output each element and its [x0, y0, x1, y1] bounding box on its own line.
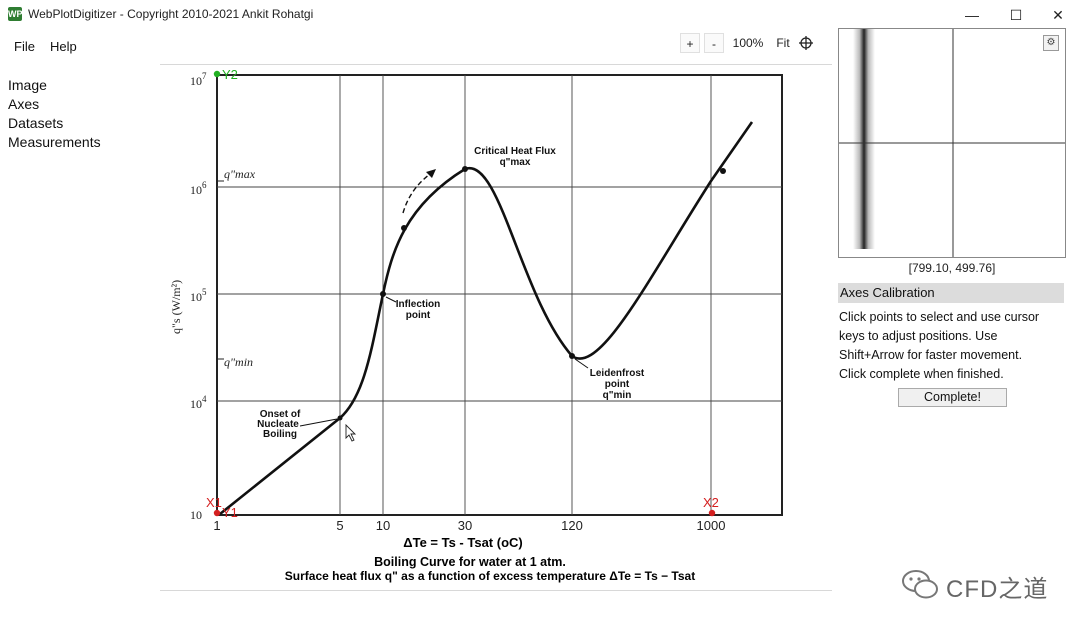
annotation-inflection: Inflection: [396, 299, 440, 310]
y-tick-1e3: 10: [190, 508, 202, 522]
crosshair-button[interactable]: [796, 33, 816, 53]
onset-leader-line: [299, 418, 338, 427]
watermark-text: CFD之道: [946, 576, 1049, 603]
title-bar: WP WebPlotDigitizer - Copyright 2010-202…: [0, 0, 1080, 30]
sidebar-item-axes[interactable]: Axes: [8, 96, 40, 112]
close-button[interactable]: ✕: [1052, 7, 1064, 23]
zoom-in-button[interactable]: +: [680, 33, 700, 53]
menu-help[interactable]: Help: [50, 39, 77, 54]
zoom-level: 100%: [732, 36, 764, 50]
y2-marker[interactable]: [213, 70, 221, 78]
annotation-leidenfrost-qmin: q"min: [603, 390, 632, 401]
toolbar-divider: [160, 64, 832, 65]
fit-button[interactable]: Fit: [776, 36, 790, 50]
annotation-onset-nucleate: Nucleate: [257, 419, 299, 430]
y-tick-1e4: 104: [190, 394, 207, 411]
y-tick-1e5: 105: [190, 287, 207, 304]
complete-button[interactable]: Complete!: [898, 388, 1007, 407]
y2-label: Y2: [222, 67, 238, 82]
x-axis-label: ΔTe = Ts - Tsat (oC): [403, 535, 523, 550]
x-tick-1: 1: [213, 518, 220, 533]
x1-label: X1: [206, 495, 222, 510]
gear-icon: ⚙: [1046, 37, 1056, 48]
x2-label: X2: [703, 495, 719, 510]
zoom-settings-button[interactable]: ⚙: [1043, 35, 1059, 51]
sidebar-item-datasets[interactable]: Datasets: [8, 115, 64, 131]
annotation-leidenfrost: Leidenfrost: [590, 368, 645, 379]
x-tick-10: 10: [376, 518, 390, 533]
trend-arrowhead: [426, 169, 436, 178]
boiling-curve-image[interactable]: 107 106 105 104 10 q"max q"min q"s (W/m²…: [160, 66, 800, 591]
watermark: CFD之道: [898, 565, 1068, 605]
annotation-inflection-point: point: [406, 310, 431, 321]
curve-points: [337, 166, 726, 421]
leidenfrost-leader-line: [574, 358, 589, 369]
maximize-button[interactable]: ☐: [1009, 7, 1023, 23]
sidebar-menu: Image Axes Datasets Measurements: [8, 76, 101, 152]
x-tick-5: 5: [336, 518, 343, 533]
zoom-view: ⚙: [838, 28, 1066, 258]
instruction-line: keys to adjust positions. Use: [839, 329, 998, 343]
x2-marker[interactable]: [708, 509, 716, 517]
plot-canvas[interactable]: 107 106 105 104 10 q"max q"min q"s (W/m²…: [160, 66, 800, 591]
crosshair-icon: [799, 36, 813, 50]
instruction-line: Click complete when finished.: [839, 367, 1004, 381]
menu-file[interactable]: File: [14, 39, 35, 54]
q-min-label: q"min: [224, 355, 253, 369]
annotation-chf: Critical Heat Flux: [474, 146, 556, 157]
app-icon: WP: [8, 7, 23, 21]
annotation-chf-qmax: q"max: [500, 157, 531, 168]
calibration-instructions: Click points to select and use cursor ke…: [839, 308, 1069, 384]
axes-calibration-header: Axes Calibration: [838, 283, 1064, 303]
window-title: WebPlotDigitizer - Copyright 2010-2021 A…: [28, 7, 314, 21]
zoom-out-button[interactable]: -: [704, 33, 724, 53]
x1-y1-marker[interactable]: [213, 509, 221, 517]
annotation-onset: Onset of: [260, 409, 301, 420]
sidebar-item-image[interactable]: Image: [8, 77, 47, 93]
instruction-line: Click points to select and use cursor: [839, 310, 1040, 324]
y-axis-label: q"s (W/m²): [169, 280, 183, 334]
annotation-leidenfrost-point: point: [605, 379, 630, 390]
annotation-onset-boiling: Boiling: [263, 429, 297, 440]
caption-title: Boiling Curve for water at 1 atm.: [374, 555, 566, 569]
trend-arrow: [402, 173, 431, 214]
cursor-coordinates: [799.10, 499.76]: [908, 261, 996, 275]
zoom-magnified-image: [839, 29, 1065, 257]
x-tick-120: 120: [561, 518, 583, 533]
y-tick-1e6: 106: [190, 180, 207, 197]
inflection-leader-line: [385, 296, 397, 303]
y1-label: Y1: [222, 505, 238, 520]
x-tick-30: 30: [458, 518, 472, 533]
q-max-label: q"max: [224, 167, 256, 181]
minimize-button[interactable]: —: [965, 7, 979, 23]
x-tick-1000: 1000: [697, 518, 726, 533]
mouse-pointer-icon: [345, 423, 357, 442]
sidebar-item-measurements[interactable]: Measurements: [8, 134, 101, 150]
y-tick-1e7: 107: [190, 71, 207, 88]
bottom-divider: [160, 590, 832, 591]
instruction-line: Shift+Arrow for faster movement.: [839, 348, 1023, 362]
horizontal-gridlines: [217, 186, 782, 402]
caption-subtitle: Surface heat flux q" as a function of ex…: [285, 569, 695, 583]
wechat-icon: [902, 570, 938, 599]
boiling-curve-line: [219, 121, 754, 516]
